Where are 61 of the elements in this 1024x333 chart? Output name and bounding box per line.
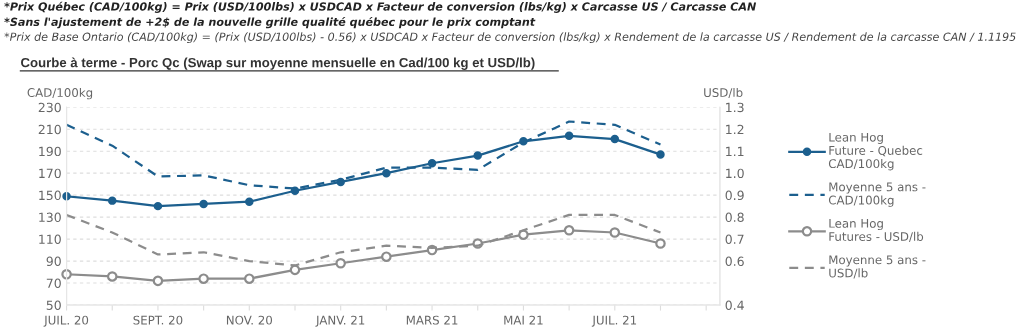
point bbox=[336, 177, 345, 187]
chart-title: Courbe à terme - Porc Qc (Swap sur moyenne mensuelle en Cad/100 kg et USD/lb) bbox=[21, 57, 535, 70]
point bbox=[518, 229, 529, 240]
point bbox=[62, 192, 71, 201]
legend-label: Lean Hog Futures - USD/lb bbox=[829, 219, 924, 242]
y2-tick-label: 0.4 bbox=[725, 300, 744, 310]
text: *Sans l'ajustement de +2$ de la nouvelle grille qualité québec pour le prix comptant bbox=[4, 16, 536, 29]
y2-tick-label: 1.1 bbox=[726, 146, 744, 156]
point bbox=[106, 271, 118, 282]
y2-tick-label: 0.9 bbox=[725, 190, 744, 201]
y2-tick-label: 1.3 bbox=[726, 102, 744, 113]
y2-tick-label: 0.8 bbox=[725, 212, 744, 223]
point bbox=[381, 251, 392, 262]
x-tick-label: MARS 21 bbox=[406, 315, 458, 325]
y-tick-label: 50 bbox=[46, 300, 61, 310]
point bbox=[61, 268, 72, 280]
point bbox=[198, 273, 209, 284]
x-tick-label: MAI 21 bbox=[504, 315, 543, 325]
y2-axis-title: USD/lb bbox=[704, 87, 743, 98]
point bbox=[244, 273, 255, 284]
point bbox=[564, 131, 574, 141]
point bbox=[245, 197, 254, 206]
y-tick-label: 70 bbox=[46, 278, 61, 288]
point bbox=[153, 201, 163, 211]
y2-tick-label: 0.7 bbox=[725, 234, 744, 245]
point bbox=[152, 275, 164, 287]
point bbox=[609, 227, 621, 238]
y2-tick-label: 0.6 bbox=[725, 256, 744, 266]
y-tick-label: 190 bbox=[39, 146, 61, 157]
y-tick-label: 110 bbox=[39, 234, 61, 245]
legend-label: Moyenne 5 ans - USD/lb bbox=[829, 255, 926, 279]
point bbox=[563, 225, 575, 236]
point bbox=[108, 196, 117, 205]
point bbox=[382, 168, 391, 178]
text: *Prix de Base Ontario (CAD/100kg) = (Prix (USD/100lbs) - 0.56) x USDCAD x Facteur de conversion (lbs/kg) x Rendement de la carcasse US / Rendement de la carcasse CAN / 1.1195 bbox=[4, 32, 1016, 44]
point bbox=[610, 134, 620, 144]
y-tick-label: 90 bbox=[46, 256, 61, 266]
x-tick-label: SEPT. 20 bbox=[133, 315, 183, 325]
point bbox=[335, 257, 346, 269]
legend-label: Lean Hog Future - Quebec CAD/100kg bbox=[828, 132, 923, 171]
text: *Prix Québec (CAD/100kg) = Prix (USD/100lbs) x USDCAD x Facteur de conversion (lbs/kg) x Carcasse US / Carcasse CAN bbox=[4, 1, 757, 13]
x-tick-label: JUIL. 20 bbox=[43, 315, 89, 327]
x-tick-label: NOV. 20 bbox=[226, 315, 273, 325]
y-tick-label: 150 bbox=[39, 190, 61, 201]
point bbox=[289, 264, 301, 276]
y-tick-label: 130 bbox=[39, 212, 61, 223]
point bbox=[199, 199, 208, 209]
point bbox=[656, 150, 665, 159]
x-tick-label: JUIL. 21 bbox=[591, 315, 637, 327]
point bbox=[655, 238, 666, 249]
y2-tick-label: 1.0 bbox=[726, 168, 744, 179]
y-tick-label: 210 bbox=[38, 124, 61, 135]
y-tick-label: 230 bbox=[38, 102, 61, 113]
y2-tick-label: 1.2 bbox=[726, 124, 744, 134]
legend-label: Moyenne 5 ans - CAD/100kg bbox=[828, 182, 926, 207]
point bbox=[473, 151, 482, 160]
x-tick-label: JANV. 21 bbox=[315, 315, 365, 327]
y-axis-title: CAD/100kg bbox=[27, 87, 93, 100]
point bbox=[427, 159, 437, 168]
point bbox=[290, 186, 300, 195]
y-tick-label: 170 bbox=[39, 168, 61, 179]
